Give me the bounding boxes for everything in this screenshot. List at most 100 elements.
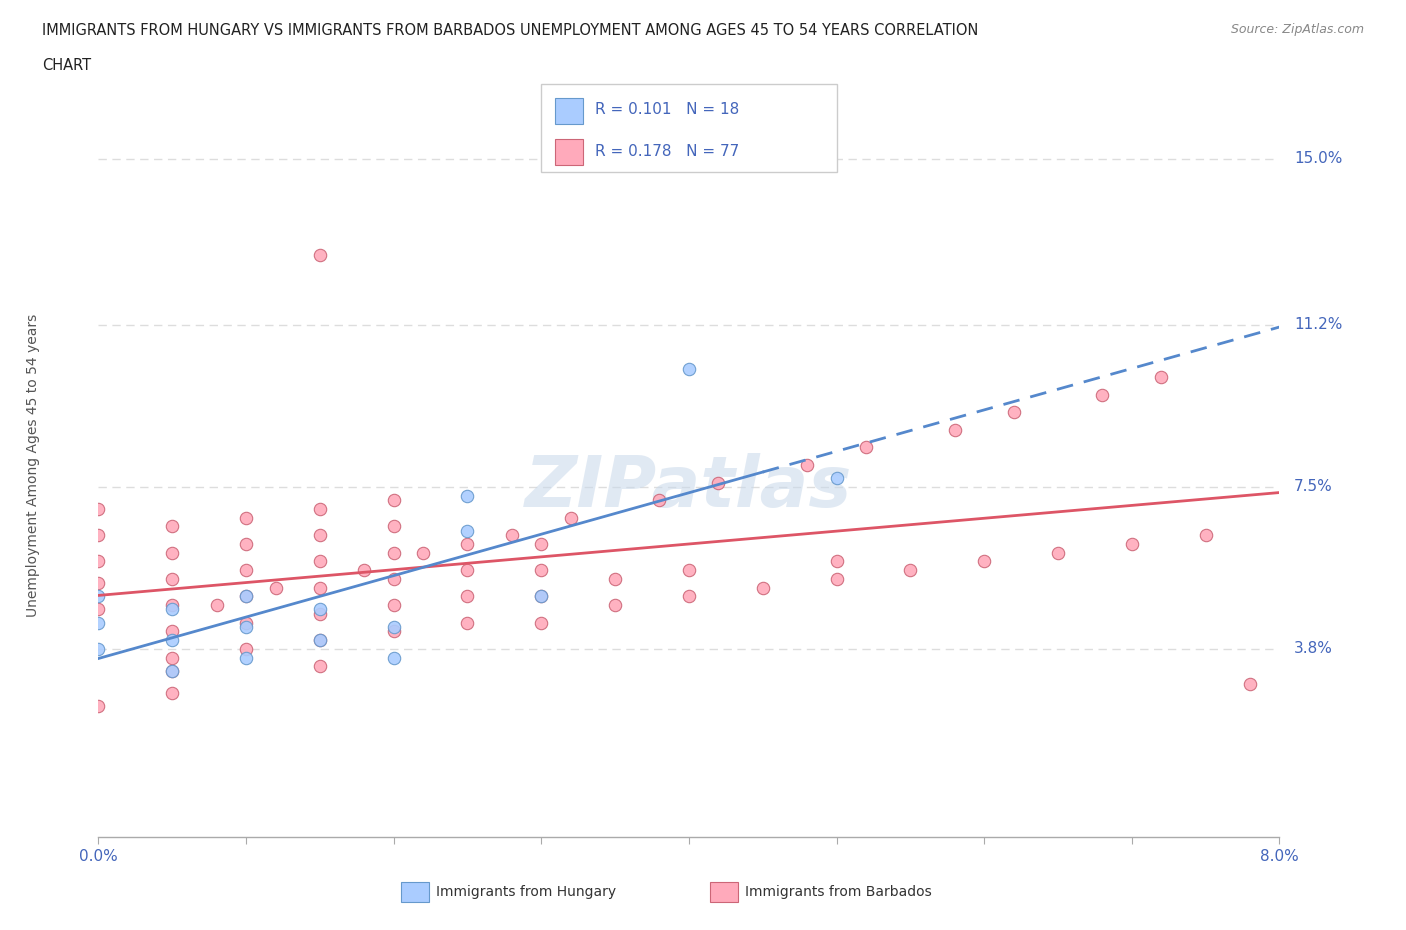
- Point: [678, 563, 700, 578]
- Point: [855, 440, 877, 455]
- Point: [87, 615, 110, 630]
- Point: [1091, 388, 1114, 403]
- Point: [1002, 405, 1025, 420]
- Point: [308, 501, 332, 516]
- Point: [796, 458, 818, 472]
- Point: [87, 698, 110, 713]
- Point: [162, 624, 183, 639]
- Point: [530, 537, 553, 551]
- Point: [501, 527, 523, 542]
- Point: [530, 589, 553, 604]
- Point: [87, 602, 110, 617]
- Point: [205, 598, 228, 613]
- Point: [162, 602, 183, 617]
- Point: [308, 632, 332, 647]
- Point: [87, 576, 110, 591]
- Point: [825, 554, 848, 569]
- Text: 11.2%: 11.2%: [1294, 317, 1343, 332]
- Point: [412, 545, 434, 560]
- Point: [605, 598, 627, 613]
- Point: [456, 563, 478, 578]
- Point: [1121, 537, 1143, 551]
- Point: [382, 545, 405, 560]
- Text: CHART: CHART: [42, 58, 91, 73]
- Point: [235, 589, 257, 604]
- Point: [973, 554, 995, 569]
- Point: [605, 571, 627, 586]
- Point: [382, 493, 405, 508]
- Text: R = 0.101   N = 18: R = 0.101 N = 18: [595, 102, 740, 117]
- Point: [560, 510, 582, 525]
- Point: [87, 527, 110, 542]
- Point: [308, 527, 332, 542]
- Point: [162, 545, 183, 560]
- Point: [1239, 676, 1261, 691]
- Point: [648, 493, 671, 508]
- Point: [87, 554, 110, 569]
- Point: [162, 519, 183, 534]
- Point: [308, 658, 332, 673]
- Point: [456, 488, 478, 503]
- Point: [943, 422, 966, 437]
- Point: [235, 563, 257, 578]
- Point: [707, 475, 730, 490]
- Point: [235, 589, 257, 604]
- Point: [162, 598, 183, 613]
- Point: [235, 615, 257, 630]
- Text: R = 0.178   N = 77: R = 0.178 N = 77: [595, 144, 740, 159]
- Point: [382, 619, 405, 634]
- Text: 3.8%: 3.8%: [1294, 642, 1333, 657]
- Point: [1194, 527, 1216, 542]
- Point: [235, 650, 257, 665]
- Point: [751, 580, 773, 595]
- Point: [162, 650, 183, 665]
- Point: [235, 537, 257, 551]
- Text: 15.0%: 15.0%: [1294, 152, 1343, 166]
- Point: [87, 501, 110, 516]
- Point: [162, 663, 183, 678]
- Text: Unemployment Among Ages 45 to 54 years: Unemployment Among Ages 45 to 54 years: [27, 313, 41, 617]
- Point: [678, 361, 700, 376]
- Point: [382, 571, 405, 586]
- Point: [456, 615, 478, 630]
- Text: Immigrants from Barbados: Immigrants from Barbados: [745, 884, 932, 899]
- Text: IMMIGRANTS FROM HUNGARY VS IMMIGRANTS FROM BARBADOS UNEMPLOYMENT AMONG AGES 45 T: IMMIGRANTS FROM HUNGARY VS IMMIGRANTS FR…: [42, 23, 979, 38]
- Text: Immigrants from Hungary: Immigrants from Hungary: [436, 884, 616, 899]
- Point: [162, 632, 183, 647]
- Point: [1046, 545, 1069, 560]
- Point: [456, 589, 478, 604]
- Point: [162, 663, 183, 678]
- Text: ZIPatlas: ZIPatlas: [526, 453, 852, 522]
- Point: [308, 247, 332, 262]
- Point: [1150, 370, 1173, 385]
- Point: [308, 580, 332, 595]
- Point: [530, 615, 553, 630]
- Point: [530, 589, 553, 604]
- Text: 7.5%: 7.5%: [1294, 479, 1333, 495]
- Point: [456, 537, 478, 551]
- Point: [678, 589, 700, 604]
- Point: [162, 571, 183, 586]
- Point: [308, 632, 332, 647]
- Point: [382, 624, 405, 639]
- Point: [382, 650, 405, 665]
- Point: [353, 563, 375, 578]
- Point: [87, 589, 110, 604]
- Point: [235, 642, 257, 657]
- Point: [87, 642, 110, 657]
- Point: [308, 602, 332, 617]
- Point: [308, 606, 332, 621]
- Point: [898, 563, 921, 578]
- Point: [825, 471, 848, 485]
- Point: [382, 598, 405, 613]
- Point: [308, 554, 332, 569]
- Point: [825, 571, 848, 586]
- Point: [235, 510, 257, 525]
- Point: [530, 563, 553, 578]
- Point: [382, 519, 405, 534]
- Point: [456, 524, 478, 538]
- Text: Source: ZipAtlas.com: Source: ZipAtlas.com: [1230, 23, 1364, 36]
- Point: [235, 619, 257, 634]
- Point: [264, 580, 287, 595]
- Point: [162, 685, 183, 700]
